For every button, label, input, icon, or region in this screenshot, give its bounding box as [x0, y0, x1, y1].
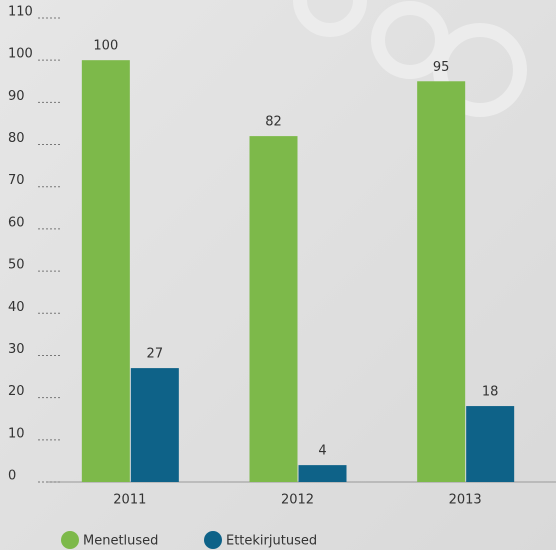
y-tick-label: 40: [8, 300, 25, 315]
x-tick-label: 2011: [113, 493, 146, 508]
y-tick-label: 0: [8, 469, 16, 484]
bar: [298, 465, 347, 482]
bar: [81, 60, 130, 482]
y-tick-label: 80: [8, 131, 25, 146]
x-tick-label: 2012: [281, 493, 314, 508]
bar: [466, 406, 515, 482]
legend-marker: [204, 531, 222, 549]
y-tick-label: 50: [8, 258, 25, 273]
gear-watermark: [293, 0, 527, 117]
legend-marker: [61, 531, 79, 549]
bar: [130, 368, 179, 482]
bar: [417, 81, 466, 482]
y-tick-label: 90: [8, 89, 25, 104]
y-tick-label: 110: [8, 5, 33, 20]
y-tick-label: 30: [8, 342, 25, 357]
bar: [249, 136, 298, 483]
y-tick-label: 20: [8, 384, 25, 399]
y-tick-label: 10: [8, 426, 25, 441]
legend-label: Ettekirjutused: [226, 534, 317, 549]
legend-label: Menetlused: [83, 534, 158, 549]
value-label: 4: [318, 444, 326, 459]
y-tick-label: 100: [8, 47, 33, 62]
value-label: 27: [147, 347, 164, 362]
value-label: 95: [433, 60, 450, 75]
x-tick-label: 2013: [449, 493, 482, 508]
y-tick-label: 70: [8, 173, 25, 188]
value-label: 100: [93, 39, 118, 54]
value-label: 82: [265, 115, 282, 130]
y-tick-label: 60: [8, 215, 25, 230]
value-label: 18: [482, 385, 499, 400]
